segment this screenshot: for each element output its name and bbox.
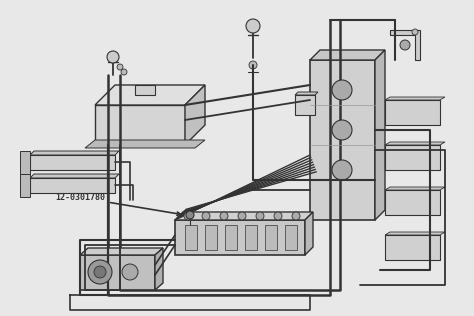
Polygon shape [155, 248, 163, 290]
Polygon shape [375, 50, 385, 220]
Polygon shape [135, 85, 155, 95]
Polygon shape [265, 225, 277, 250]
Polygon shape [310, 50, 385, 60]
Polygon shape [285, 225, 297, 250]
Polygon shape [175, 212, 313, 220]
Polygon shape [295, 95, 315, 115]
Circle shape [184, 212, 192, 220]
Circle shape [186, 211, 194, 219]
Circle shape [238, 212, 246, 220]
Polygon shape [385, 145, 440, 170]
Polygon shape [80, 255, 155, 290]
Circle shape [122, 264, 138, 280]
Polygon shape [385, 235, 440, 260]
Polygon shape [30, 151, 119, 155]
Polygon shape [385, 190, 440, 215]
Polygon shape [185, 225, 197, 250]
Circle shape [88, 260, 112, 284]
Circle shape [94, 266, 106, 278]
Polygon shape [225, 225, 237, 250]
Polygon shape [245, 225, 257, 250]
Polygon shape [20, 151, 30, 174]
Circle shape [412, 29, 418, 35]
Circle shape [256, 212, 264, 220]
Polygon shape [310, 60, 375, 220]
Circle shape [107, 51, 119, 63]
Circle shape [332, 120, 352, 140]
Polygon shape [95, 85, 205, 105]
Circle shape [249, 61, 257, 69]
Circle shape [117, 64, 123, 70]
Polygon shape [390, 30, 420, 60]
Circle shape [292, 212, 300, 220]
Circle shape [220, 212, 228, 220]
Polygon shape [295, 92, 318, 95]
Polygon shape [30, 174, 119, 178]
Polygon shape [80, 248, 163, 255]
Polygon shape [385, 97, 445, 100]
Circle shape [332, 80, 352, 100]
Circle shape [202, 212, 210, 220]
Circle shape [274, 212, 282, 220]
Polygon shape [20, 174, 30, 197]
Polygon shape [175, 220, 305, 255]
Polygon shape [30, 155, 115, 170]
Text: 12-0301780: 12-0301780 [55, 193, 181, 215]
Polygon shape [185, 85, 205, 145]
Circle shape [121, 69, 127, 75]
Polygon shape [385, 100, 440, 125]
Polygon shape [385, 187, 445, 190]
Polygon shape [95, 105, 185, 145]
Polygon shape [85, 140, 205, 148]
Polygon shape [305, 212, 313, 255]
Circle shape [400, 40, 410, 50]
Polygon shape [30, 178, 115, 193]
Circle shape [246, 19, 260, 33]
Polygon shape [385, 142, 445, 145]
Polygon shape [205, 225, 217, 250]
Polygon shape [385, 232, 445, 235]
Circle shape [332, 160, 352, 180]
